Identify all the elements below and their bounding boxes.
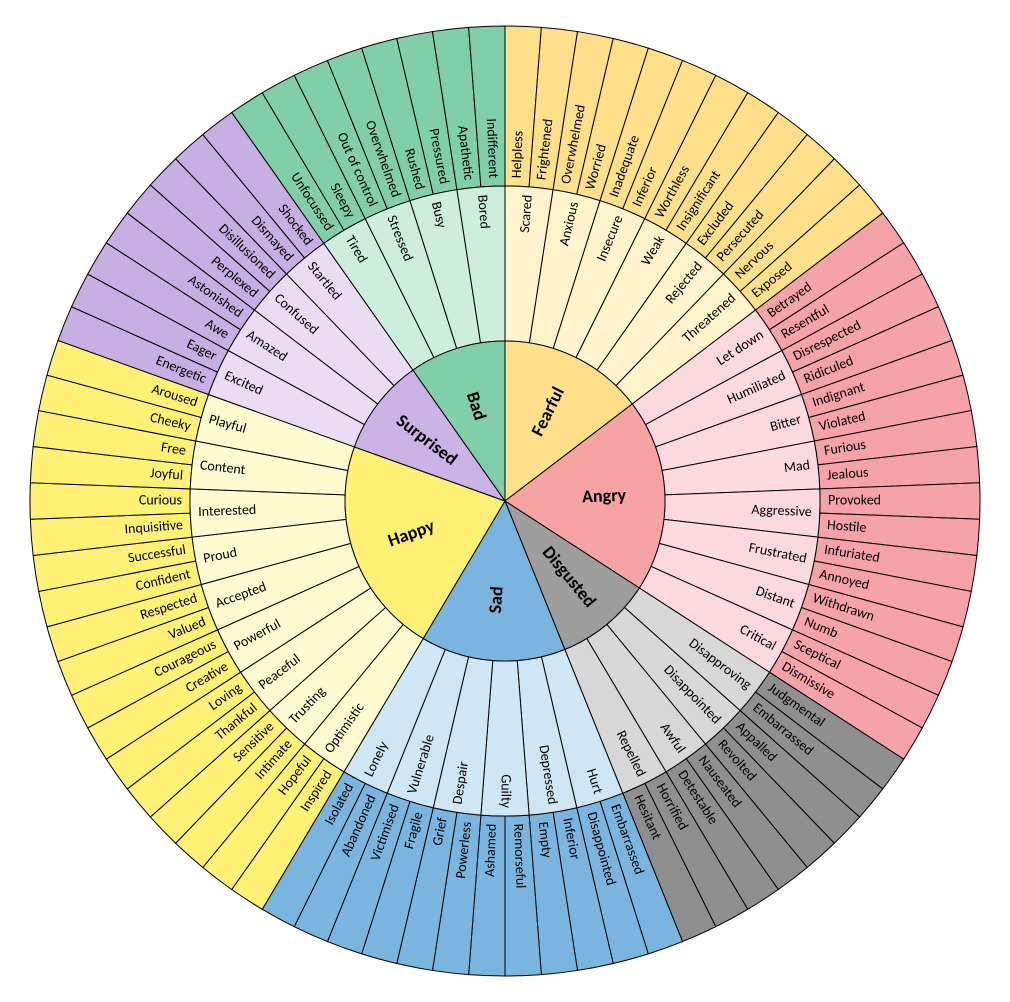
outer-emotion-label: Joyful	[149, 464, 183, 483]
emotion-wheel: HelplessFrightenedScaredOverwhelmedWorri…	[0, 0, 1010, 1002]
outer-emotion-label: Jealous	[826, 463, 869, 483]
middle-emotion-label: Aggressive	[751, 501, 812, 520]
outer-emotion-label: Provoked	[828, 491, 881, 508]
middle-emotion-label: Bored	[474, 194, 494, 229]
outer-emotion-label: Ashamed	[481, 823, 500, 877]
middle-emotion-label: Scared	[516, 194, 536, 233]
middle-emotion-label: Guilty	[498, 774, 515, 808]
core-emotion-label: Sad	[484, 585, 508, 614]
middle-emotion-label: Interested	[198, 501, 257, 520]
outer-emotion-label: Helpless	[508, 131, 527, 179]
outer-emotion-label: Hostile	[826, 516, 867, 536]
outer-emotion-label: Curious	[139, 491, 182, 508]
outer-emotion-label: Remorseful	[510, 823, 529, 888]
core-emotion-label: Angry	[582, 484, 627, 508]
middle-emotion-label: Mad	[783, 456, 811, 476]
outer-emotion-label: Indifferent	[483, 118, 502, 179]
